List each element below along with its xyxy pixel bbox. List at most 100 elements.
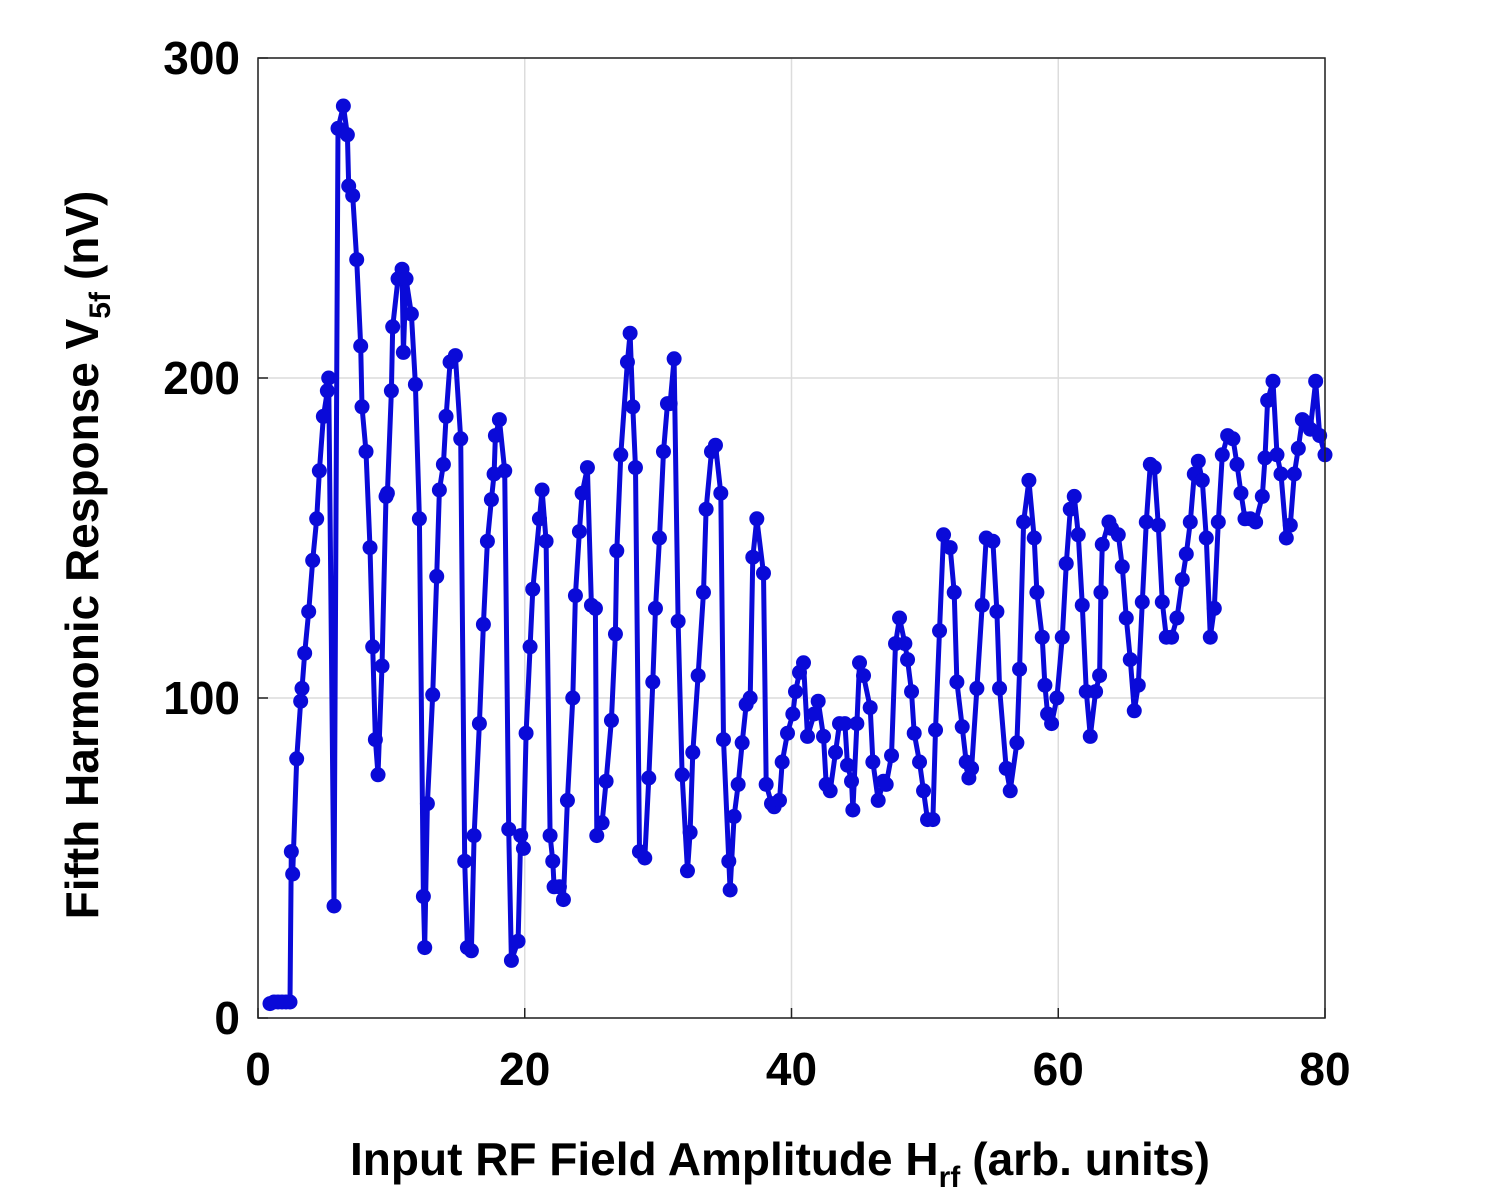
- data-point: [598, 773, 614, 789]
- data-point: [806, 706, 822, 722]
- data-point: [969, 680, 985, 696]
- data-point: [1074, 597, 1090, 613]
- data-point: [362, 540, 378, 556]
- data-point: [497, 463, 513, 479]
- data-point: [345, 188, 361, 204]
- data-point: [349, 252, 365, 268]
- data-point: [949, 674, 965, 690]
- data-point: [679, 863, 695, 879]
- data-point: [1092, 668, 1108, 684]
- data-point: [1260, 392, 1276, 408]
- data-point: [367, 732, 383, 748]
- data-point: [974, 597, 990, 613]
- data-point: [447, 348, 463, 364]
- data-point: [1190, 453, 1206, 469]
- data-point: [1265, 373, 1281, 389]
- data-point: [374, 658, 390, 674]
- data-point: [1058, 556, 1074, 572]
- data-point: [1054, 629, 1070, 645]
- data-point: [925, 812, 941, 828]
- data-point: [932, 623, 948, 639]
- data-point: [419, 796, 435, 812]
- x-axis-label: Input RF Field Amplitude Hrf (arb. units): [350, 1133, 1210, 1194]
- data-point: [354, 399, 370, 415]
- data-point: [845, 802, 861, 818]
- data-point: [810, 693, 826, 709]
- data-point: [603, 712, 619, 728]
- data-point: [856, 668, 872, 684]
- data-point: [1029, 584, 1045, 600]
- data-point: [370, 767, 386, 783]
- data-point: [542, 828, 558, 844]
- data-point: [1248, 514, 1264, 530]
- data-point: [622, 325, 638, 341]
- data-point: [551, 879, 567, 895]
- data-point: [1126, 703, 1142, 719]
- y-label-sub: 5f: [84, 291, 117, 319]
- data-point: [828, 744, 844, 760]
- data-point: [283, 844, 299, 860]
- data-point: [1122, 652, 1138, 668]
- data-point: [936, 527, 952, 543]
- data-point: [1254, 488, 1270, 504]
- y-tick-label: 0: [214, 992, 240, 1044]
- data-point: [1088, 684, 1104, 700]
- data-point: [1206, 600, 1222, 616]
- data-point: [385, 319, 401, 335]
- data-point: [998, 760, 1014, 776]
- data-point: [666, 351, 682, 367]
- data-point: [1225, 431, 1241, 447]
- data-point: [463, 943, 479, 959]
- data-point: [501, 821, 517, 837]
- data-point: [294, 680, 310, 696]
- data-point: [690, 668, 706, 684]
- data-point: [417, 940, 433, 956]
- data-point: [884, 748, 900, 764]
- data-point: [1002, 783, 1018, 799]
- data-point: [1110, 527, 1126, 543]
- data-point: [1273, 466, 1289, 482]
- data-point: [682, 824, 698, 840]
- data-point: [1282, 517, 1298, 533]
- data-point: [429, 568, 445, 584]
- data-point: [619, 354, 635, 370]
- data-point: [311, 463, 327, 479]
- data-point: [471, 716, 487, 732]
- data-point: [647, 600, 663, 616]
- data-point: [574, 485, 590, 501]
- data-point: [946, 584, 962, 600]
- data-point: [1021, 472, 1037, 488]
- data-point: [415, 888, 431, 904]
- data-point: [906, 725, 922, 741]
- data-point: [358, 444, 374, 460]
- data-point: [796, 655, 812, 671]
- data-point: [285, 866, 301, 882]
- data-point: [1044, 716, 1060, 732]
- x-tick-label: 0: [245, 1043, 271, 1095]
- data-point: [1016, 514, 1032, 530]
- data-point: [707, 437, 723, 453]
- data-point: [609, 543, 625, 559]
- data-point: [904, 684, 920, 700]
- data-point: [800, 728, 816, 744]
- data-point: [411, 511, 427, 527]
- data-point: [353, 338, 369, 354]
- y-label-text: Fifth Harmonic Response V: [56, 318, 108, 919]
- data-point: [897, 636, 913, 652]
- data-point: [641, 770, 657, 786]
- data-point: [475, 616, 491, 632]
- data-point: [721, 853, 737, 869]
- x-tick-label: 40: [766, 1043, 817, 1095]
- data-point: [1118, 610, 1134, 626]
- data-point: [788, 684, 804, 700]
- x-label-sub: rf: [939, 1161, 962, 1194]
- data-point: [531, 511, 547, 527]
- data-point: [1012, 661, 1028, 677]
- data-point: [655, 444, 671, 460]
- data-point: [1290, 440, 1306, 456]
- data-point: [607, 626, 623, 642]
- data-point: [315, 408, 331, 424]
- data-point: [282, 994, 298, 1010]
